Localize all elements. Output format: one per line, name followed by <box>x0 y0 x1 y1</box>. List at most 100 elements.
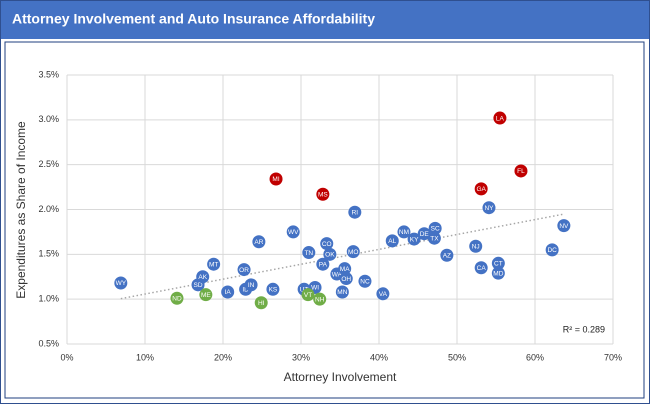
point-label: MN <box>337 289 347 296</box>
x-tick-label: 50% <box>448 352 466 362</box>
point <box>514 164 528 178</box>
point <box>557 219 571 233</box>
point <box>335 285 349 299</box>
point <box>269 172 283 186</box>
point <box>545 243 559 257</box>
point <box>474 261 488 275</box>
point-label: IN <box>248 282 255 289</box>
x-tick-label: 60% <box>526 352 544 362</box>
point <box>221 285 235 299</box>
point-label: AK <box>198 274 207 281</box>
point-label: MT <box>209 261 218 268</box>
x-axis-title: Attorney Involvement <box>284 370 397 384</box>
point-label: HI <box>258 300 265 307</box>
point-label: GA <box>476 186 486 193</box>
point-label: MS <box>318 191 328 198</box>
point <box>207 257 221 271</box>
point <box>301 288 315 302</box>
point <box>348 205 362 219</box>
y-tick-label: 1.5% <box>38 249 59 259</box>
point-label: OH <box>341 276 351 283</box>
point-label: NH <box>315 296 325 303</box>
point <box>491 256 505 270</box>
point <box>170 291 184 305</box>
point <box>407 232 421 246</box>
y-axis-title: Expenditures as Share of Income <box>14 121 28 299</box>
point-label: DC <box>547 247 557 254</box>
point-label: VT <box>304 292 312 299</box>
point-label: DE <box>420 231 430 238</box>
point <box>427 231 441 245</box>
point-label: PA <box>319 261 328 268</box>
point <box>320 237 334 251</box>
point <box>482 201 496 215</box>
point-label: WV <box>288 229 299 236</box>
point-label: VA <box>379 291 388 298</box>
point-label: TN <box>304 250 313 257</box>
x-tick-label: 70% <box>604 352 622 362</box>
point-label: NY <box>484 205 494 212</box>
point-label: MA <box>340 266 350 273</box>
point-label: AZ <box>443 252 451 259</box>
point <box>376 287 390 301</box>
point-label: SD <box>194 282 203 289</box>
point-label: FL <box>517 168 525 175</box>
point <box>316 187 330 201</box>
r-squared: R² = 0.289 <box>563 324 605 334</box>
point <box>358 274 372 288</box>
point-label: ND <box>172 295 182 302</box>
x-tick-label: 10% <box>136 352 154 362</box>
point <box>244 278 258 292</box>
point <box>338 262 352 276</box>
point <box>493 111 507 125</box>
x-tick-label: 0% <box>60 352 73 362</box>
point-label: MD <box>493 270 503 277</box>
point-label: RI <box>352 209 359 216</box>
chart-area <box>4 41 645 399</box>
point-label: TX <box>430 235 439 242</box>
point-label: MO <box>348 249 358 256</box>
point <box>385 234 399 248</box>
point <box>266 282 280 296</box>
point <box>491 266 505 280</box>
chart-title: Attorney Involvement and Auto Insurance … <box>12 11 375 27</box>
point <box>286 225 300 239</box>
y-tick-label: 2.5% <box>38 159 59 169</box>
point <box>474 182 488 196</box>
x-tick-label: 20% <box>214 352 232 362</box>
point-label: WA <box>332 271 343 278</box>
point-label: CT <box>494 261 503 268</box>
point <box>469 239 483 253</box>
point <box>199 288 213 302</box>
point-label: WY <box>116 280 127 287</box>
point-label: AL <box>388 238 396 245</box>
y-tick-label: 3.0% <box>38 114 59 124</box>
point-label: NJ <box>472 243 480 250</box>
x-tick-label: 30% <box>292 352 310 362</box>
point-label: KY <box>410 236 419 243</box>
point <box>237 263 251 277</box>
point <box>302 246 316 260</box>
point <box>339 272 353 286</box>
point <box>254 296 268 310</box>
point-label: ID <box>242 287 249 294</box>
x-tick-label: 40% <box>370 352 388 362</box>
point-label: KS <box>269 287 278 294</box>
point-label: CA <box>477 265 487 272</box>
point <box>313 292 327 306</box>
point-label: NV <box>559 223 569 230</box>
point <box>440 248 454 262</box>
point-label: NM <box>399 229 409 236</box>
point <box>397 225 411 239</box>
header-bar <box>1 1 649 39</box>
point <box>323 247 337 261</box>
point <box>196 270 210 284</box>
point-label: CO <box>322 241 332 248</box>
point-label: SC <box>431 226 440 233</box>
point-label: OK <box>325 252 335 259</box>
point <box>114 276 128 290</box>
point-label: WI <box>311 285 319 292</box>
point <box>428 221 442 235</box>
point <box>252 235 266 249</box>
